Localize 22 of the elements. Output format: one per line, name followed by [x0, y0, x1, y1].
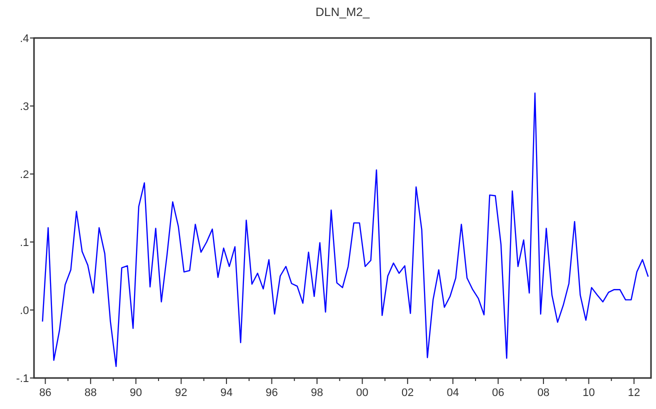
x-tick-label: 08 [537, 387, 550, 399]
x-tick-label: 06 [492, 387, 504, 399]
x-tick-label: 88 [84, 387, 97, 399]
x-tick-label: 96 [266, 387, 278, 399]
x-tick-label: 00 [356, 387, 368, 399]
chart-title: DLN_M2_ [315, 5, 370, 19]
y-tick-label: .4 [20, 32, 29, 45]
x-tick-label: 12 [628, 387, 640, 399]
y-tick-label: .2 [20, 168, 29, 181]
x-tick-label: 94 [220, 387, 233, 399]
x-tick-label: 92 [175, 387, 188, 399]
y-tick-label: -.1 [16, 372, 29, 385]
x-tick-label: 02 [401, 387, 414, 399]
x-tick-label: 10 [582, 387, 595, 399]
x-tick-label: 90 [130, 387, 142, 399]
y-tick-label: .0 [20, 304, 29, 317]
x-tick-label: 04 [446, 387, 460, 399]
x-tick-label: 98 [310, 387, 324, 399]
line-series [42, 92, 649, 368]
y-tick-label: .1 [20, 236, 29, 249]
x-tick-label: 86 [39, 387, 52, 399]
y-tick-label: .3 [20, 100, 29, 113]
